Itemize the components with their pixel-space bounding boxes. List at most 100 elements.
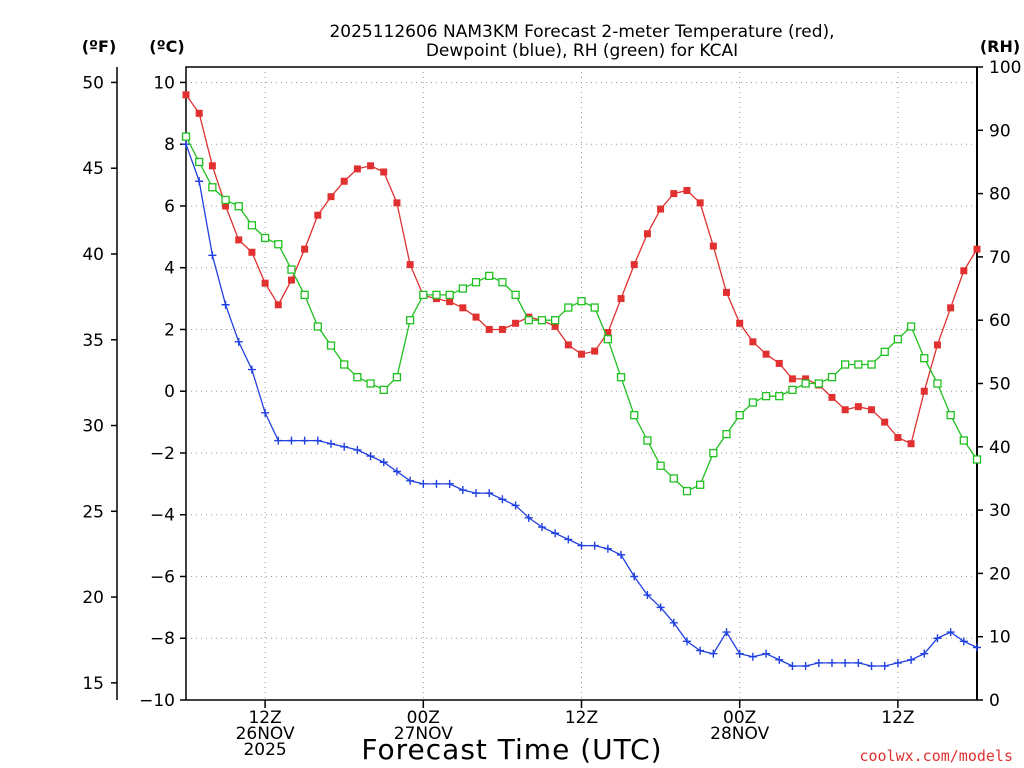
- dewpoint-point: [577, 541, 586, 550]
- rh-tick-label: 0: [989, 691, 1000, 711]
- rh-point: [696, 480, 705, 489]
- rh-point: [432, 290, 441, 300]
- temperature-point: [947, 304, 955, 312]
- rh-tick-label: 30: [989, 501, 1011, 521]
- dewpoint-point: [696, 646, 705, 655]
- rh-point: [972, 455, 982, 464]
- rh-point: [709, 448, 718, 458]
- dewpoint-point: [313, 436, 322, 445]
- rh-point: [880, 347, 889, 357]
- rh-point: [274, 240, 283, 249]
- temperature-point: [709, 242, 717, 250]
- temperature-point: [696, 199, 704, 207]
- dewpoint-point: [432, 479, 441, 488]
- rh-point: [656, 461, 665, 470]
- x-tick-label: 2025: [243, 740, 286, 760]
- fahrenheit-tick-label: 15: [82, 674, 104, 694]
- dewpoint-point: [893, 658, 902, 667]
- rh-point: [340, 360, 349, 369]
- rh-point: [287, 265, 296, 274]
- temperature-point: [208, 162, 216, 170]
- rh-point: [854, 360, 863, 369]
- temperature-point: [406, 261, 414, 269]
- temperature-point: [314, 211, 322, 219]
- rh-point: [260, 233, 270, 243]
- temperature-point: [802, 375, 810, 383]
- x-axis-label: Forecast Time (UTC): [361, 733, 662, 766]
- rh-tick-label: 50: [989, 375, 1011, 395]
- rh-point: [208, 183, 217, 192]
- dewpoint-point: [551, 529, 560, 538]
- temperature-point: [762, 350, 770, 358]
- temperature-point: [643, 230, 651, 238]
- rh-point: [247, 221, 257, 230]
- rh-point: [643, 436, 652, 445]
- dewpoint-point: [300, 436, 309, 445]
- dewpoint-point: [603, 544, 612, 553]
- credit-label: coolwx.com/models: [859, 747, 1013, 765]
- rh-point: [630, 410, 639, 420]
- temperature-point: [868, 406, 876, 414]
- temperature-point: [248, 248, 256, 256]
- temperature-point: [657, 205, 665, 213]
- dewpoint-point: [182, 140, 190, 149]
- dewpoint-point: [959, 637, 968, 646]
- dewpoint-point: [682, 637, 691, 646]
- rh-point: [458, 284, 468, 293]
- dewpoint-point: [485, 489, 494, 498]
- rh-point: [471, 278, 481, 287]
- dewpoint-point: [287, 436, 296, 445]
- rh-point: [867, 360, 876, 369]
- rh-point: [827, 373, 837, 382]
- dewpoint-point: [748, 652, 757, 661]
- celsius-tick-label: −4: [150, 506, 175, 526]
- dewpoint-point: [946, 628, 955, 637]
- temperature-point: [274, 301, 282, 309]
- chart-title-line-1: 2025112606 NAM3KM Forecast 2-meter Tempe…: [329, 22, 834, 42]
- dewpoint-point: [419, 479, 428, 488]
- axes: [111, 66, 983, 708]
- grid-lines: [186, 67, 977, 701]
- dewpoint-point: [630, 572, 639, 581]
- temperature-point: [367, 162, 375, 170]
- temperature-point: [788, 375, 796, 383]
- dewpoint-point: [327, 439, 336, 448]
- temperature-point: [340, 177, 348, 185]
- dewpoint-point: [511, 501, 520, 510]
- fahrenheit-tick-label: 40: [82, 245, 104, 265]
- rh-point: [775, 392, 784, 401]
- dewpoint-point: [379, 458, 388, 467]
- temperature-point: [591, 347, 599, 355]
- dewpoint-point: [208, 251, 217, 260]
- celsius-tick-label: −2: [150, 444, 175, 464]
- rh-point: [590, 303, 599, 312]
- rh-point: [405, 316, 415, 325]
- chart-title-line-2: Dewpoint (blue), RH (green) for KCAI: [426, 41, 738, 61]
- rh-point: [511, 290, 520, 300]
- temperature-point: [749, 338, 757, 346]
- temperature-point: [578, 350, 585, 358]
- dewpoint-point: [353, 445, 362, 454]
- x-tick-label: 00Z: [407, 708, 440, 728]
- temperature-point: [683, 187, 691, 195]
- dewpoint-point: [880, 662, 889, 671]
- temperature-point: [907, 440, 915, 448]
- dewpoint-point: [458, 486, 467, 495]
- celsius-tick-label: 8: [164, 135, 175, 155]
- rh-point: [195, 157, 204, 167]
- celsius-tick-label: 4: [164, 259, 175, 279]
- rh-tick-label: 10: [989, 628, 1011, 648]
- rh-point: [326, 341, 336, 350]
- temperature-point: [920, 387, 928, 395]
- dewpoint-point: [392, 467, 401, 476]
- temperature-point: [393, 199, 401, 207]
- celsius-tick-label: 10: [153, 73, 175, 93]
- x-tick-label: 12Z: [881, 708, 914, 728]
- temperature-point: [854, 403, 862, 411]
- fahrenheit-tick-label: 25: [82, 502, 104, 522]
- x-tick-label: 12Z: [565, 708, 598, 728]
- celsius-tick-label: −8: [150, 629, 175, 649]
- rh-point: [300, 290, 309, 300]
- temperature-point: [564, 341, 572, 349]
- celsius-tick-label: 2: [164, 320, 175, 340]
